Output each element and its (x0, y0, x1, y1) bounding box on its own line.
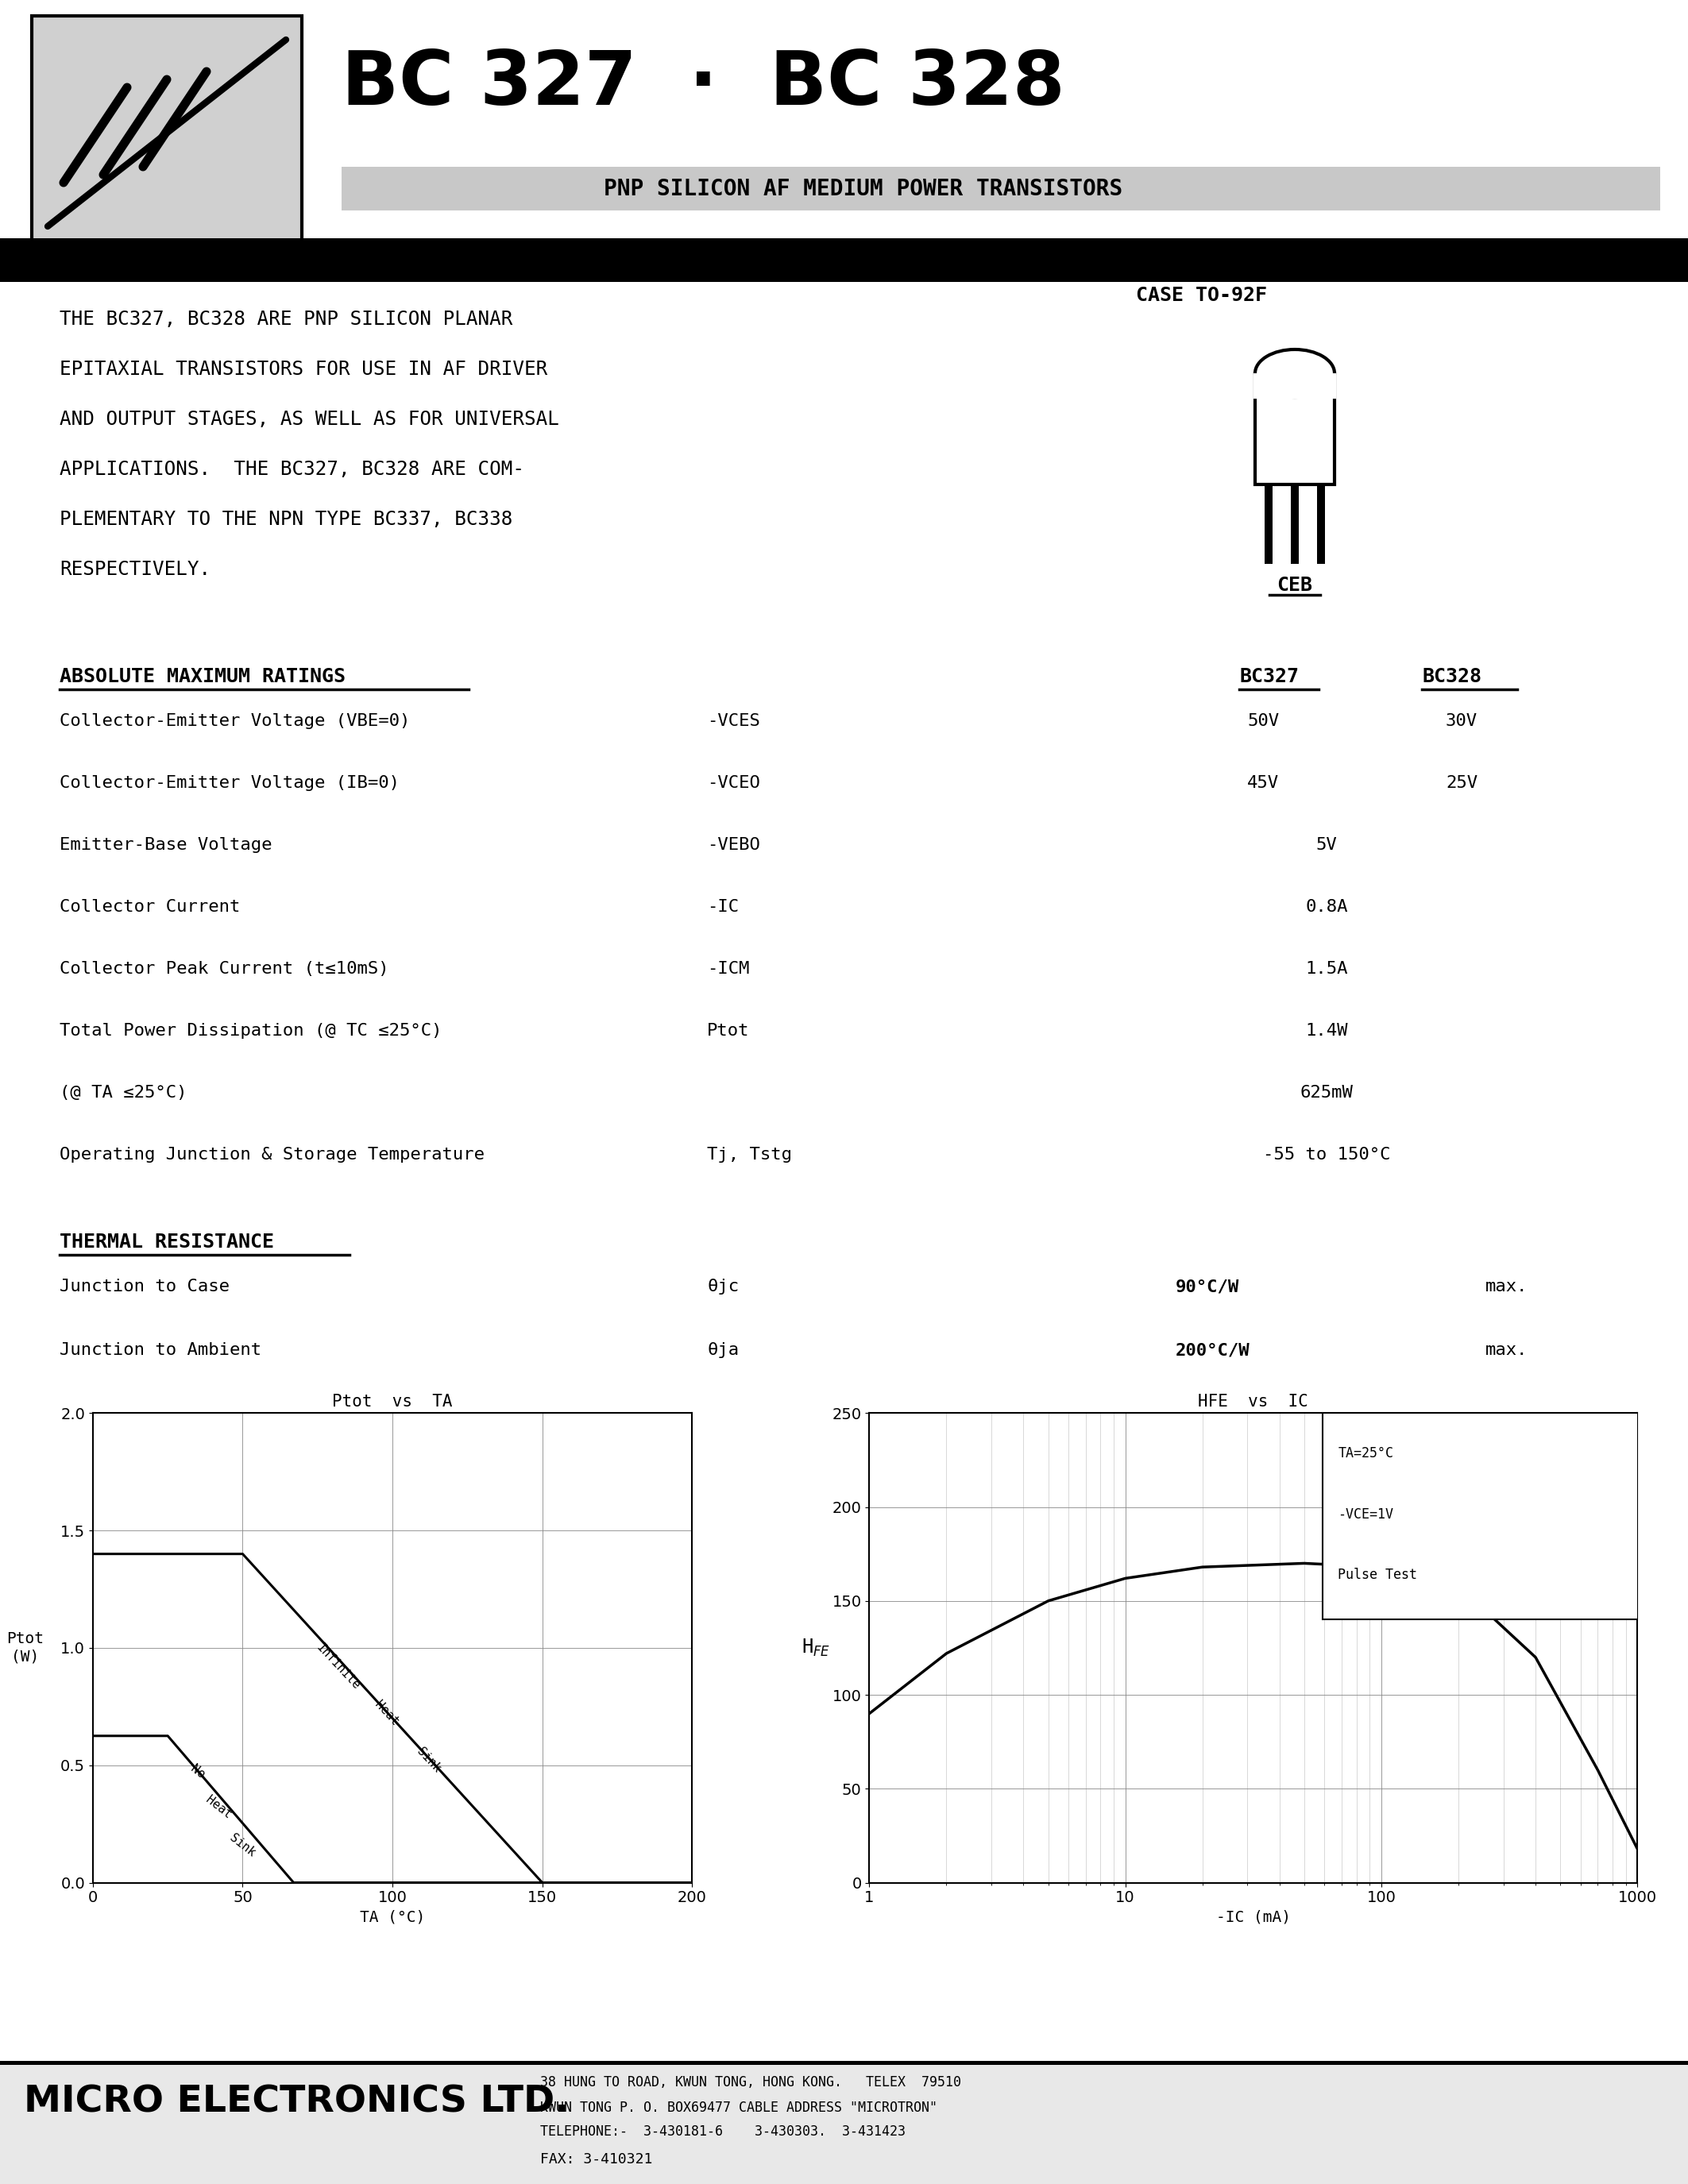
Text: No: No (189, 1762, 208, 1782)
Text: Infinite: Infinite (314, 1642, 363, 1693)
Text: Sink: Sink (414, 1745, 442, 1776)
Text: RESPECTIVELY.: RESPECTIVELY. (59, 559, 211, 579)
Text: Operating Junction & Storage Temperature: Operating Junction & Storage Temperature (59, 1147, 484, 1162)
Text: EPITAXIAL TRANSISTORS FOR USE IN AF DRIVER: EPITAXIAL TRANSISTORS FOR USE IN AF DRIV… (59, 360, 547, 378)
Text: 90°C/W: 90°C/W (1175, 1278, 1239, 1295)
Bar (1317, 485, 1325, 563)
Text: BC328: BC328 (1421, 666, 1482, 686)
Text: PNP SILICON AF MEDIUM POWER TRANSISTORS: PNP SILICON AF MEDIUM POWER TRANSISTORS (604, 177, 1123, 201)
Bar (1264, 485, 1273, 563)
Text: Collector Current: Collector Current (59, 900, 240, 915)
X-axis label: -IC (mA): -IC (mA) (1215, 1909, 1291, 1924)
Bar (0, 2062, 1688, 2064)
Bar (1291, 485, 1298, 563)
Text: -VCE=1V: -VCE=1V (1339, 1507, 1393, 1522)
Text: Emitter-Base Voltage: Emitter-Base Voltage (59, 836, 272, 854)
Text: THE BC327, BC328 ARE PNP SILICON PLANAR: THE BC327, BC328 ARE PNP SILICON PLANAR (59, 310, 513, 330)
Text: Collector-Emitter Voltage (IB=0): Collector-Emitter Voltage (IB=0) (59, 775, 400, 791)
Text: APPLICATIONS.  THE BC327, BC328 ARE COM-: APPLICATIONS. THE BC327, BC328 ARE COM- (59, 461, 525, 478)
Text: 45V: 45V (1247, 775, 1280, 791)
Text: max.: max. (1485, 1278, 1528, 1295)
Text: Collector-Emitter Voltage (VBE=0): Collector-Emitter Voltage (VBE=0) (59, 714, 410, 729)
Text: (@ TA ≤25°C): (@ TA ≤25°C) (59, 1085, 187, 1101)
Title: HFE  vs  IC: HFE vs IC (1198, 1393, 1308, 1409)
Text: H$_{FE}$: H$_{FE}$ (802, 1638, 830, 1658)
Text: Ptot: Ptot (707, 1022, 749, 1040)
Text: -VCEO: -VCEO (707, 775, 760, 791)
Text: KWUN TONG P. O. BOX69477 CABLE ADDRESS "MICROTRON": KWUN TONG P. O. BOX69477 CABLE ADDRESS "… (540, 2101, 937, 2114)
Text: max.: max. (1485, 1343, 1528, 1358)
Text: -IC: -IC (707, 900, 739, 915)
Text: Collector Peak Current (t≤10mS): Collector Peak Current (t≤10mS) (59, 961, 388, 976)
Text: 30V: 30V (1445, 714, 1477, 729)
Text: Tj, Tstg: Tj, Tstg (707, 1147, 792, 1162)
Title: Ptot  vs  TA: Ptot vs TA (333, 1393, 452, 1409)
Text: Heat: Heat (373, 1699, 400, 1728)
Text: ABSOLUTE MAXIMUM RATINGS: ABSOLUTE MAXIMUM RATINGS (59, 666, 346, 686)
Text: BC 327  ·  BC 328: BC 327 · BC 328 (341, 48, 1065, 120)
X-axis label: TA (°C): TA (°C) (360, 1909, 425, 1924)
Text: PLEMENTARY TO THE NPN TYPE BC337, BC338: PLEMENTARY TO THE NPN TYPE BC337, BC338 (59, 509, 513, 529)
Text: FAX: 3-410321: FAX: 3-410321 (540, 2151, 653, 2167)
Text: θjc: θjc (707, 1278, 739, 1295)
Text: 0.8A: 0.8A (1305, 900, 1347, 915)
Bar (1322, 1413, 1646, 1621)
Text: 1.4W: 1.4W (1305, 1022, 1347, 1040)
Text: 5V: 5V (1317, 836, 1337, 854)
Text: 38 HUNG TO ROAD, KWUN TONG, HONG KONG.   TELEX  79510: 38 HUNG TO ROAD, KWUN TONG, HONG KONG. T… (540, 2075, 960, 2090)
Text: -55 to 150°C: -55 to 150°C (1263, 1147, 1391, 1162)
Text: -VCES: -VCES (707, 714, 760, 729)
Text: -ICM: -ICM (707, 961, 749, 976)
Bar (0, 238, 1688, 282)
Bar (341, 166, 1661, 210)
Text: AND OUTPUT STAGES, AS WELL AS FOR UNIVERSAL: AND OUTPUT STAGES, AS WELL AS FOR UNIVER… (59, 411, 559, 428)
Text: THERMAL RESISTANCE: THERMAL RESISTANCE (59, 1232, 273, 1251)
Text: 50V: 50V (1247, 714, 1280, 729)
Text: TA=25°C: TA=25°C (1339, 1446, 1393, 1461)
Text: 25V: 25V (1445, 775, 1477, 791)
Text: 200°C/W: 200°C/W (1175, 1343, 1251, 1358)
Text: 1.5A: 1.5A (1305, 961, 1347, 976)
Text: -VEBO: -VEBO (707, 836, 760, 854)
Text: Junction to Case: Junction to Case (59, 1278, 230, 1295)
Bar (32, 15, 302, 247)
Text: TELEPHONE:-  3-430181-6    3-430303.  3-431423: TELEPHONE:- 3-430181-6 3-430303. 3-43142… (540, 2125, 905, 2138)
Text: MICRO ELECTRONICS LTD.: MICRO ELECTRONICS LTD. (24, 2086, 569, 2121)
Text: Junction to Ambient: Junction to Ambient (59, 1343, 262, 1358)
Y-axis label: Ptot
(W): Ptot (W) (7, 1631, 44, 1664)
Text: θja: θja (707, 1343, 739, 1358)
Text: Pulse Test: Pulse Test (1339, 1568, 1418, 1581)
Text: CASE TO-92F: CASE TO-92F (1136, 286, 1268, 306)
Text: 625mW: 625mW (1300, 1085, 1354, 1101)
Text: Total Power Dissipation (@ TC ≤25°C): Total Power Dissipation (@ TC ≤25°C) (59, 1022, 442, 1040)
Ellipse shape (1256, 349, 1335, 397)
Text: BC327: BC327 (1239, 666, 1298, 686)
Bar (0, 2062, 1688, 2184)
Text: Heat: Heat (204, 1793, 233, 1821)
Bar (1256, 373, 1335, 485)
Bar (1254, 373, 1337, 400)
Text: Sink: Sink (228, 1832, 258, 1859)
Text: CEB: CEB (1276, 577, 1313, 594)
